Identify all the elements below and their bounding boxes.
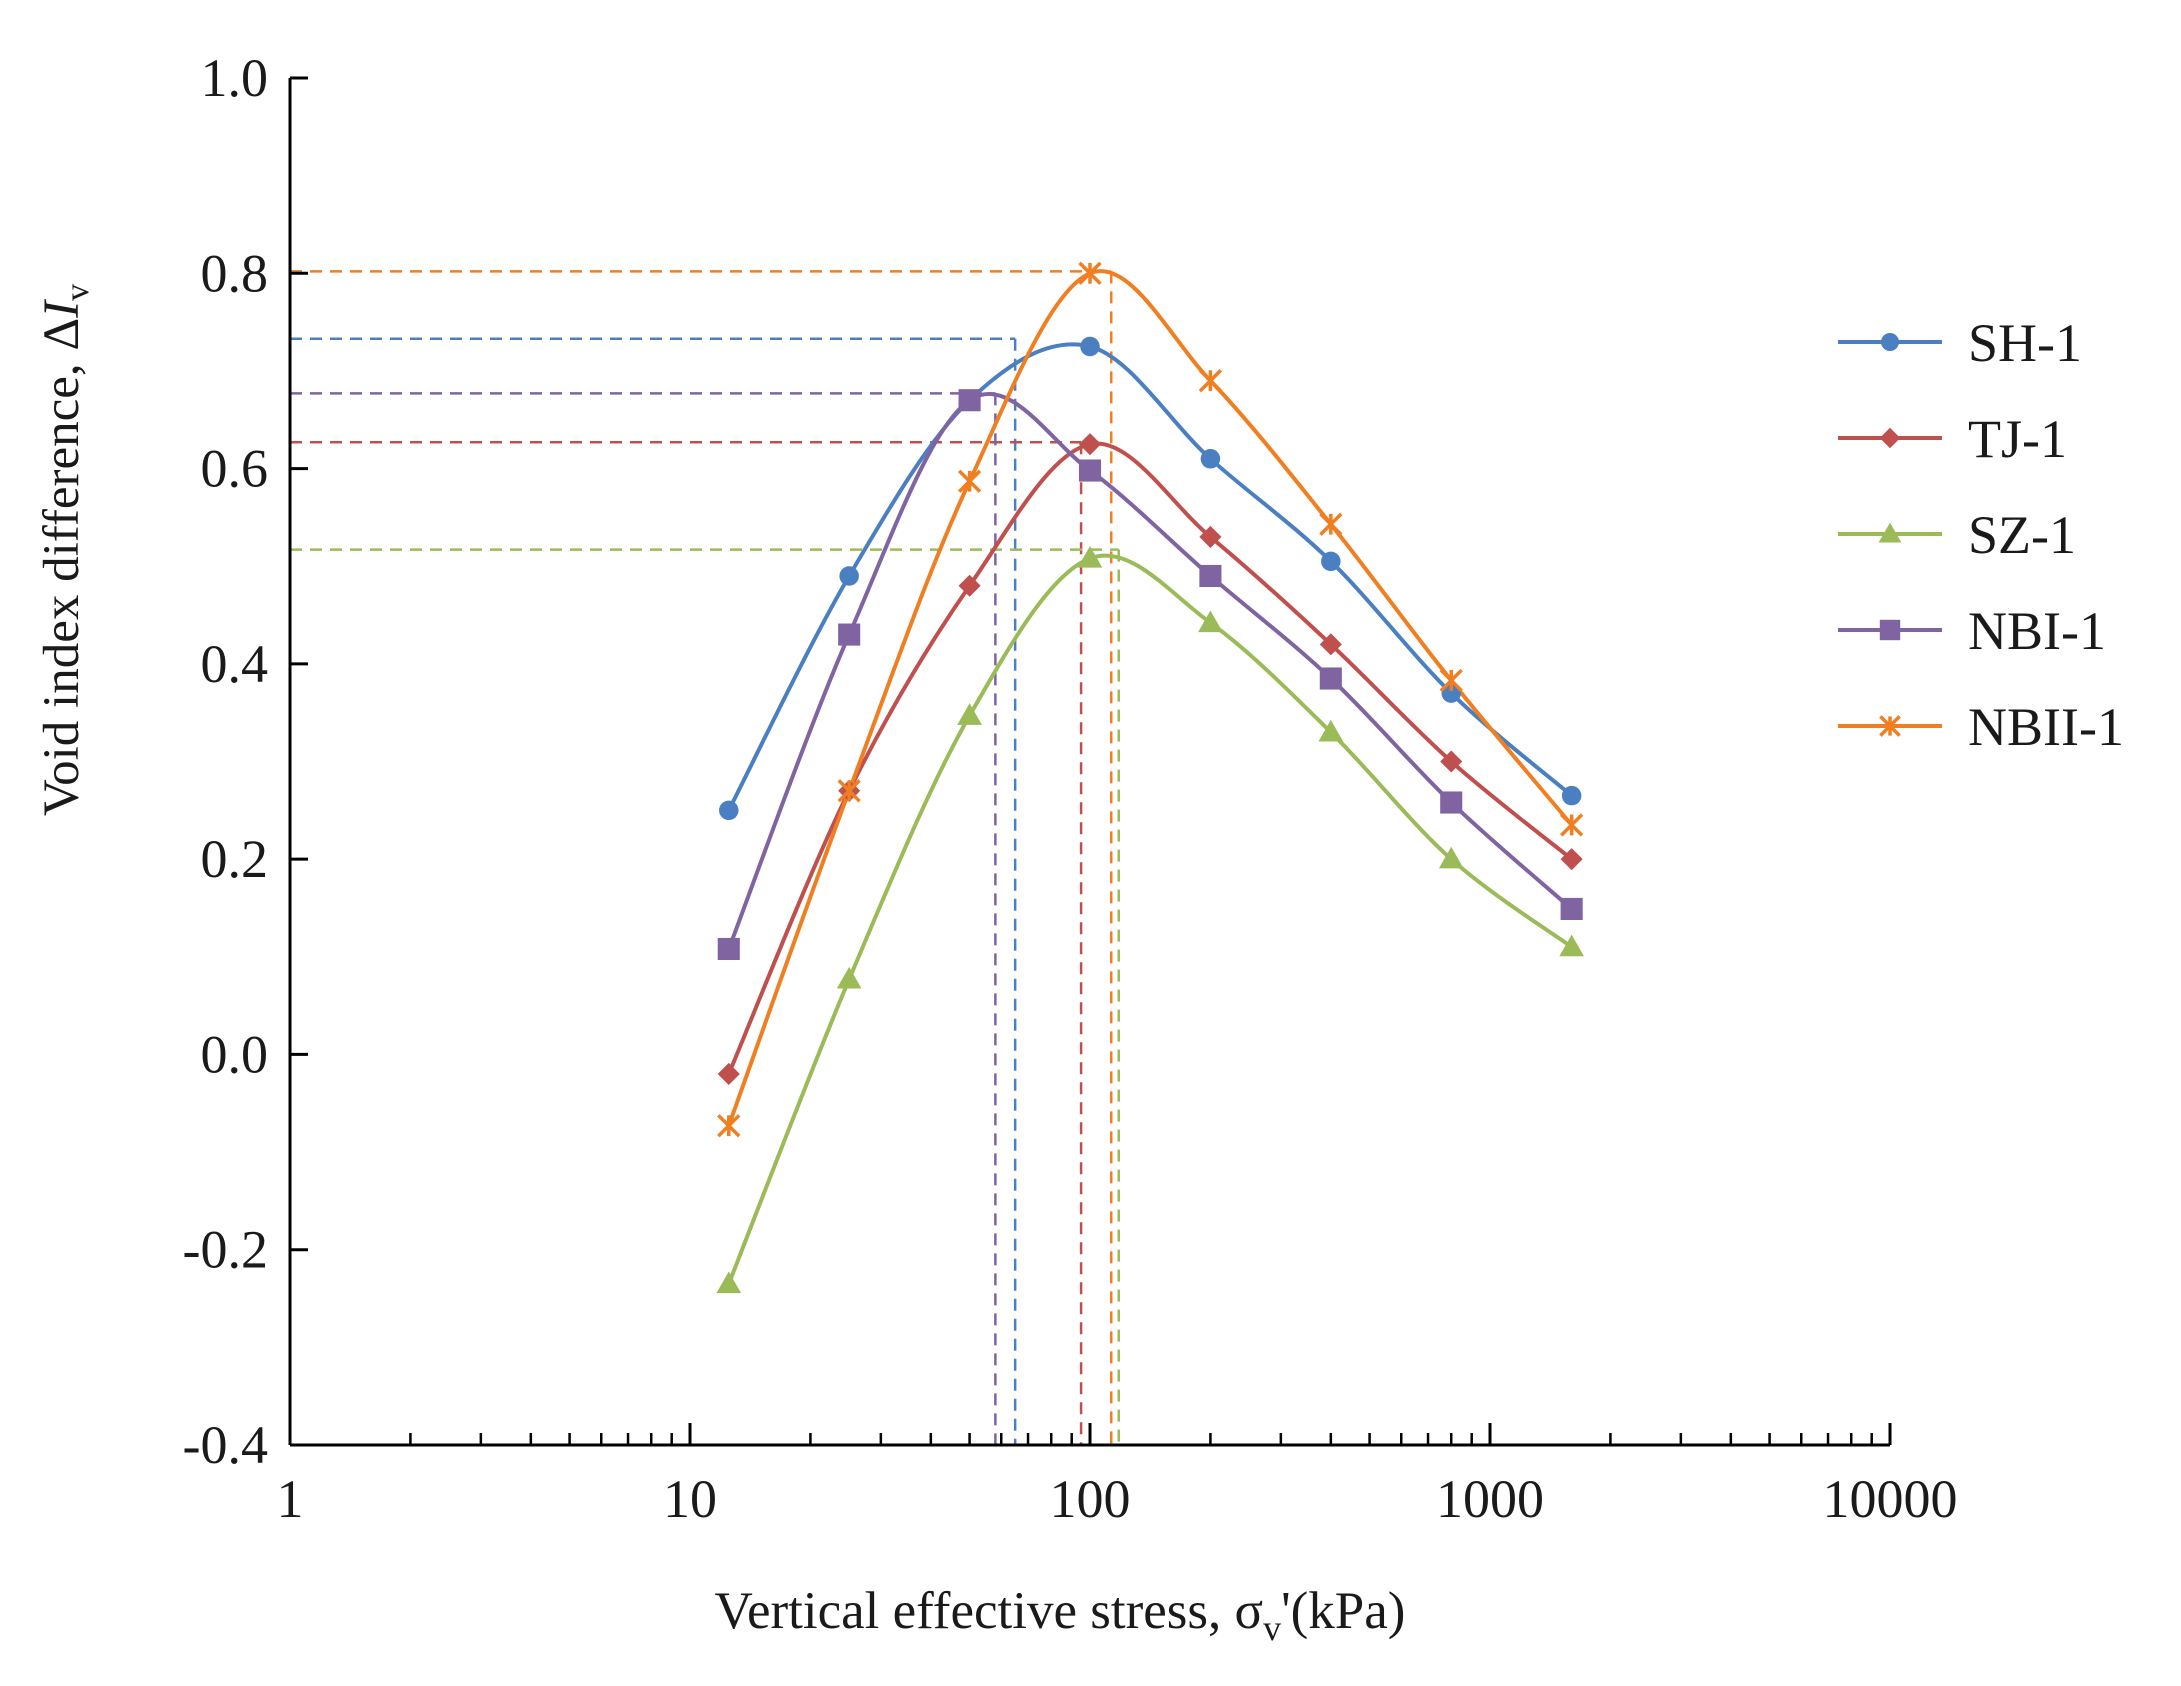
legend-item-sz-1: SZ-1 (1838, 505, 2076, 565)
x-axis-title: Vertical effective stress, σv'(kPa) (715, 1582, 1406, 1648)
series-markers-sh-1 (719, 336, 1582, 821)
data-point (839, 566, 859, 586)
legend-label: NBII-1 (1968, 697, 2124, 757)
data-point (717, 937, 740, 961)
series-markers-sz-1 (716, 546, 1584, 1294)
y-tick-label: 1.0 (201, 48, 269, 108)
data-point (1560, 897, 1583, 920)
x-tick-label: 10 (663, 1469, 717, 1529)
y-tick-label: 0.0 (201, 1024, 269, 1084)
peak-guide-lines (290, 270, 1121, 1445)
series-markers-nbii-1 (717, 261, 1584, 1138)
y-axis-title-sub: v (59, 284, 96, 301)
data-point (1199, 564, 1222, 588)
legend-swatch-marker (1881, 333, 1899, 351)
data-point (957, 469, 982, 493)
data-point (1200, 449, 1221, 469)
y-axis-title: Void index difference, ΔIv (34, 284, 96, 816)
legend-swatch-marker (1879, 715, 1901, 737)
data-point (1199, 525, 1222, 548)
data-markers (716, 261, 1584, 1294)
data-point (716, 1271, 742, 1294)
data-point (719, 800, 739, 821)
data-point (1078, 459, 1102, 482)
x-tick-label: 1000 (1436, 1469, 1544, 1529)
data-point (1440, 791, 1463, 814)
data-point (1560, 813, 1584, 837)
data-point (1319, 633, 1342, 656)
data-point (1078, 433, 1102, 456)
legend-swatch-marker (1879, 619, 1901, 641)
data-point (1561, 785, 1582, 806)
data-point (1078, 261, 1102, 285)
legend-item-sh-1: SH-1 (1838, 313, 2082, 373)
data-point (958, 574, 981, 597)
legend: SH-1 TJ-1 SZ-1 NBI-1 NBII-1 (1838, 313, 2124, 757)
data-point (1198, 610, 1223, 633)
legend-label: TJ-1 (1968, 409, 2067, 469)
y-axis-label: Void index difference, ΔIv (34, 284, 96, 816)
series-curves (726, 269, 1574, 1285)
data-point (1198, 369, 1223, 393)
data-point (1318, 719, 1344, 742)
legend-item-tj-1: TJ-1 (1838, 409, 2067, 469)
data-point (836, 966, 862, 989)
x-axis-title-suffix: '(kPa) (1281, 1582, 1405, 1640)
data-point (1319, 667, 1342, 690)
data-point (717, 1062, 740, 1086)
series-markers-tj-1 (717, 433, 1583, 1086)
legend-label: NBI-1 (1968, 601, 2106, 661)
x-axis-label: Vertical effective stress, σv'(kPa) (715, 1582, 1406, 1648)
data-point (1441, 683, 1461, 703)
y-tick-label: 0.6 (201, 439, 269, 499)
data-point (1560, 848, 1583, 871)
x-tick-label: 1 (277, 1469, 304, 1529)
data-point (957, 703, 982, 725)
legend-label: SZ-1 (1968, 505, 2076, 565)
data-point (717, 1114, 741, 1138)
data-point (958, 389, 981, 412)
legend-item-nbi-1: NBI-1 (1838, 601, 2106, 661)
series-line-sz-1 (726, 553, 1573, 1285)
data-point (1440, 750, 1463, 773)
y-tick-label: 0.2 (201, 829, 269, 889)
y-tick-label: -0.2 (183, 1220, 268, 1280)
legend-swatch-marker (1878, 522, 1902, 543)
x-axis-title-sub: v (1263, 1608, 1281, 1648)
x-tick-label: 10000 (1823, 1469, 1958, 1529)
data-point (1439, 668, 1463, 693)
y-tick-label: -0.4 (183, 1415, 268, 1475)
data-point (1438, 846, 1464, 869)
x-tick-label: 100 (1050, 1469, 1131, 1529)
x-axis-title-main: Vertical effective stress, σ (715, 1582, 1264, 1640)
y-tick-label: 0.4 (201, 634, 269, 694)
y-axis-title-italic: I (34, 299, 90, 319)
data-point (838, 623, 861, 646)
y-axis-title-main: Void index difference, Δ (34, 318, 90, 816)
data-point (1559, 934, 1584, 957)
data-point (1080, 336, 1100, 357)
data-point (1319, 512, 1343, 536)
legend-label: SH-1 (1968, 313, 2082, 373)
legend-item-nbii-1: NBII-1 (1838, 697, 2124, 757)
axes: -0.4 -0.2 0.0 0.2 0.4 0.6 0.8 1.0 1 10 100 1000 1000… (183, 48, 1958, 1529)
data-point (1077, 546, 1103, 568)
y-tick-label: 0.8 (201, 243, 269, 303)
data-point (837, 779, 861, 803)
legend-swatch-marker (1879, 427, 1901, 449)
data-point (1321, 551, 1341, 572)
series-markers-nbi-1 (717, 389, 1583, 961)
